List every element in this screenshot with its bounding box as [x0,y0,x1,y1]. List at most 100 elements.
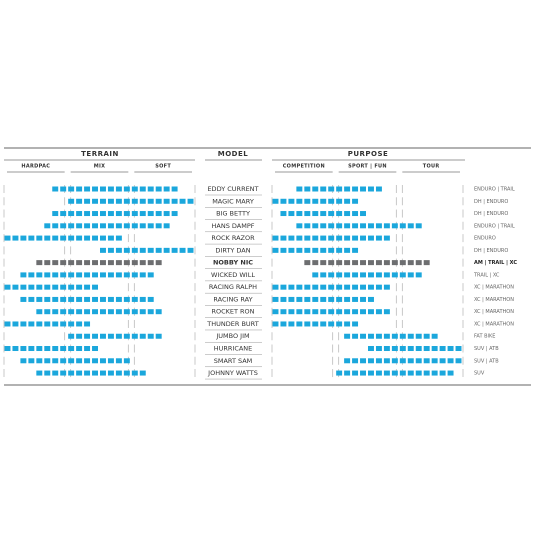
segment [368,370,374,376]
model-name: MAGIC MARY [212,197,254,205]
segment [375,186,382,192]
segment [431,370,438,376]
segment [36,321,43,327]
segment [163,211,170,217]
segment [399,358,406,364]
segment [107,272,114,278]
segment [44,346,51,352]
purpose-range [272,284,390,290]
terrain-column-label: SOFT [155,164,171,170]
purpose-range [272,309,390,315]
terrain-range [36,370,146,376]
segment [272,309,279,315]
segment [344,309,351,315]
segment [147,211,154,217]
segment [100,333,106,339]
segment [368,284,374,290]
segment [60,358,67,364]
segment [328,321,335,327]
segment [60,260,67,266]
segment [131,211,138,217]
segment [415,370,422,376]
segment [131,223,138,229]
segment [163,186,170,192]
segment [280,296,287,302]
segment [84,296,91,302]
segment [296,296,303,302]
segment [280,284,287,290]
segment [60,296,67,302]
segment [44,370,51,376]
segment [344,333,351,339]
segment [288,198,295,204]
segment [100,296,106,302]
segment [28,296,35,302]
segment [187,198,194,204]
segment [12,284,19,290]
segment [336,223,343,229]
segment [352,309,359,315]
terrain-range [36,309,162,315]
model-name: RACING RAY [213,295,252,303]
purpose-range [336,370,454,376]
segment [60,211,67,217]
segment [155,260,162,266]
segment [179,247,186,253]
segment [360,186,366,192]
segment [92,186,98,192]
terrain-range [52,186,178,192]
segment [76,272,83,278]
segment [320,247,327,253]
segment [368,346,374,352]
segment [399,333,406,339]
segment [52,370,59,376]
terrain-column-label: MIX [94,164,106,170]
segment [344,235,351,241]
segment [375,235,382,241]
terrain-column-label: HARDPAC [21,164,50,170]
segment [155,247,162,253]
model-name: NOBBY NIC [213,259,253,267]
segment [76,211,83,217]
segment [163,223,170,229]
segment [68,309,75,315]
terrain-range [44,223,170,229]
segment [84,346,91,352]
segment [296,223,303,229]
segment [68,284,75,290]
segment [115,223,122,229]
segment [352,247,359,253]
segment [280,309,287,315]
segment [375,346,382,352]
segment [312,211,319,217]
model-name: BIG BETTY [216,210,250,218]
model-name: JUMBO JIM [215,332,249,340]
segment [92,358,98,364]
segment [68,370,75,376]
segment [304,235,311,241]
segment [115,235,122,241]
segment [304,186,311,192]
segment [84,198,91,204]
segment [52,321,59,327]
category: SUV [474,371,485,377]
segment [391,333,398,339]
segment [391,272,398,278]
segment [131,272,138,278]
segment [92,211,98,217]
segment [399,370,406,376]
segment [344,223,351,229]
segment [171,211,178,217]
model-name: ROCKET RON [211,308,254,316]
segment [76,358,83,364]
segment [352,321,359,327]
segment [20,346,27,352]
segment [131,198,138,204]
segment [84,223,91,229]
segment [304,198,311,204]
segment [431,333,438,339]
segment [272,284,279,290]
segment [68,211,75,217]
segment [383,235,390,241]
segment [431,358,438,364]
